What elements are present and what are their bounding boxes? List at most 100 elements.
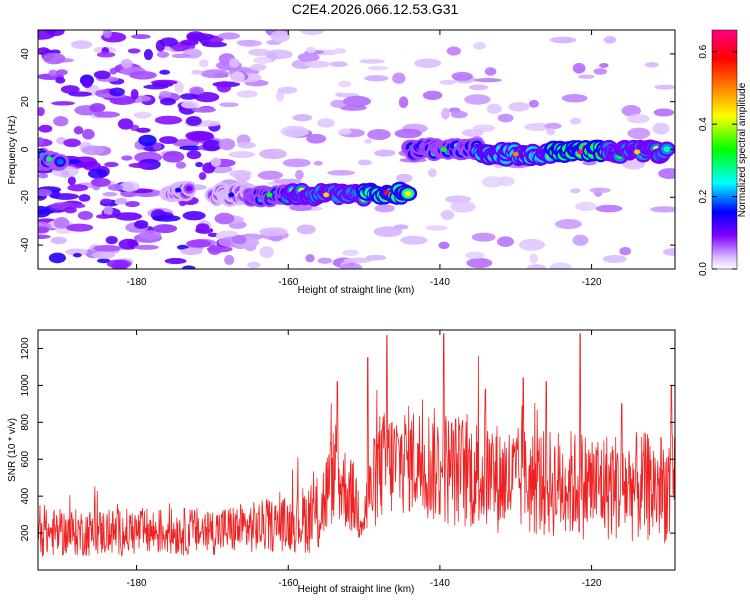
spectrogram-noise-blob (136, 127, 151, 133)
spectrogram-noise-blob (171, 53, 191, 59)
spectrogram-noise-blob (529, 253, 538, 264)
spectrogram-ylabel: Frequency (Hz) (7, 116, 18, 185)
snr-frame (37, 329, 676, 571)
spectrogram-noise-blob (68, 91, 93, 97)
spectrogram-noise-blob (51, 101, 76, 106)
snr-xtick-label: -120 (582, 578, 602, 589)
spectrogram-noise-blob (464, 94, 491, 105)
spectrogram-noise-blob (224, 254, 235, 265)
spectrogram-noise-blob (195, 161, 204, 168)
spectrogram-noise-blob (67, 184, 89, 192)
spectrogram-noise-blob (229, 169, 252, 178)
spectrogram-noise-blob (70, 40, 93, 50)
spectrogram-noise-blob (440, 209, 455, 220)
spectrogram-noise-blob (162, 151, 185, 163)
spectrogram-noise-blob (164, 257, 187, 265)
colorbar-label: Normalized spectral amplitude (737, 82, 748, 217)
spectrogram-noise-blob (51, 193, 79, 200)
spectrogram-noise-blob (89, 102, 106, 113)
spectrogram-ytick-label: 0 (20, 146, 31, 152)
spectrogram-noise-blob (237, 39, 262, 47)
spectrogram-noise-blob (465, 251, 485, 259)
spectrogram-noise-blob (654, 84, 675, 90)
spectrogram-noise-blob (599, 63, 609, 68)
spectrogram-noise-blob (38, 107, 45, 117)
colorbar-tick-label: 0.4 (698, 117, 709, 131)
spectrogram-noise-blob (130, 89, 139, 100)
spectrogram-noise-blob (182, 265, 196, 269)
spectrogram-noise-blob (81, 76, 93, 89)
snr-xtick-label: -160 (278, 578, 298, 589)
spectrogram-noise-blob (150, 79, 178, 85)
spectrogram-noise-blob (93, 111, 120, 118)
spectrogram-noise-blob (593, 68, 608, 75)
spectrogram-noise-blob (400, 235, 428, 245)
spectrogram-noise-blob (342, 95, 372, 107)
spectrogram-noise-blob (289, 204, 313, 211)
spectrogram-noise-blob (159, 90, 172, 98)
spectrogram-noise-blob (180, 247, 203, 255)
spectrogram-noise-blob (484, 67, 497, 76)
spectrogram-noise-blob (396, 173, 413, 183)
spectrogram-noise-blob (180, 100, 200, 109)
spectrogram-noise-blob (104, 161, 119, 168)
spectrogram-noise-blob (109, 95, 136, 105)
spectrogram-noise-blob (374, 149, 396, 157)
snr-ylabel: SNR (10 * v/v) (7, 418, 18, 482)
spectrogram-noise-blob (159, 37, 178, 47)
spectrogram-noise-blob (185, 115, 202, 126)
spectrogram-noise-blob (159, 69, 171, 75)
spectrogram-noise-blob (658, 168, 675, 180)
spectrogram-noise-blob (191, 107, 217, 113)
spectrogram-noise-blob (93, 70, 111, 80)
spectrogram-noise-blob (93, 245, 122, 252)
snr-ytick-label: 600 (20, 450, 31, 467)
spectrogram-noise-blob (313, 160, 323, 166)
spectrogram-noise-blob (102, 191, 118, 197)
spectrogram-noise-blob (561, 94, 588, 103)
spectrogram-noise-blob (570, 188, 581, 194)
spectrogram-noise-blob (228, 151, 255, 159)
spectrogram-noise-blob (259, 246, 274, 259)
spectrogram-noise-blob (195, 223, 210, 232)
colorbar-tick-label: 0.0 (698, 262, 709, 276)
spectrogram-noise-blob (63, 138, 81, 148)
signal-core (404, 190, 412, 197)
spectrogram-noise-blob (394, 128, 422, 139)
spectrogram-noise-blob (259, 148, 287, 160)
spectrogram-noise-blob (569, 117, 582, 125)
spectrogram-noise-blob (219, 102, 239, 108)
spectrogram-noise-blob (572, 62, 586, 74)
signal-hotspot (266, 192, 273, 198)
spectrogram-noise-blob (95, 214, 112, 219)
spectrogram-noise-blob (43, 52, 66, 65)
spectrogram-ticks: -180 -160 -140 -120 -40 -20 0 20 40 (20, 30, 675, 288)
spectrogram-noise-blob (133, 244, 159, 250)
spectrogram-noise-blob (259, 227, 288, 237)
spectrogram-noise-blob (359, 59, 385, 64)
spectrogram-noise-blob (119, 181, 140, 192)
spectrogram-noise-blob (207, 244, 222, 255)
spectrogram-noise-blob (473, 77, 502, 83)
spectrogram-noise-blob (662, 248, 675, 256)
spectrogram-noise-blob (544, 122, 562, 130)
spectrogram-noise-blob (461, 128, 484, 137)
spectrogram-noise-blob (152, 214, 181, 222)
spectrogram-noise-blob (156, 51, 170, 58)
spectrogram-noise-blob (73, 126, 84, 135)
spectrogram-noise-blob (65, 248, 88, 256)
spectrogram-noise-blob (228, 57, 240, 69)
spectrogram-noise-blob (134, 219, 149, 229)
spectrogram-noise-blob (518, 238, 545, 251)
spectrogram-noise-blob (55, 76, 66, 84)
chart-title: C2E4.2026.066.12.53.G31 (292, 1, 459, 17)
spectrogram-ytick-label: 40 (20, 48, 31, 60)
spectrogram-noise-blob (214, 212, 235, 225)
spectrogram-noise-blob (115, 197, 128, 205)
spectrogram-noise-blob (65, 223, 94, 232)
spectrogram-noise-blob (198, 172, 207, 180)
spectrogram-noise-blob (280, 125, 309, 138)
spectrogram-xtick-label: -160 (278, 277, 298, 288)
spectrogram-noise-blob (125, 200, 140, 208)
spectrogram-noise-blob (650, 206, 675, 213)
